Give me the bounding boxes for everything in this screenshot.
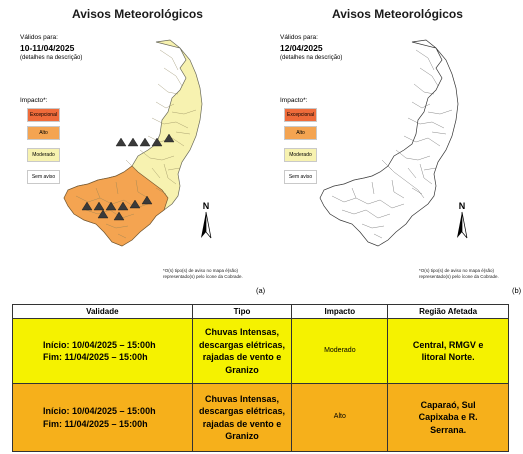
table-row: Início: 10/04/2025 – 15:00h Fim: 11/04/2…: [12, 318, 509, 384]
legend-moderado: Moderado: [284, 148, 317, 162]
valid-label: Válidos para:: [280, 34, 318, 41]
legend-excepcional: Excepcional: [284, 108, 317, 122]
header-impacto: Impacto: [291, 304, 389, 319]
panel-title: Avisos Meteorológicos: [332, 7, 463, 21]
north-arrow-icon: N: [201, 201, 212, 239]
table-row: Início: 10/04/2025 – 15:00h Fim: 11/04/2…: [12, 383, 509, 452]
cell-impacto: Alto: [291, 383, 389, 452]
panel-letter: (a): [256, 286, 266, 295]
cell-validade: Início: 10/04/2025 – 15:00h Fim: 11/04/2…: [12, 318, 193, 384]
footnote: *O(s) tipo(s) de aviso no mapa é(são) re…: [419, 268, 499, 279]
cell-validade: Início: 10/04/2025 – 15:00h Fim: 11/04/2…: [12, 383, 193, 452]
cell-tipo: Chuvas Intensas, descargas elétricas, ra…: [191, 383, 293, 452]
impact-legend-title: Impacto*:: [280, 97, 308, 104]
cell-regiao: Caparaó, Sul Capixaba e R. Serrana.: [387, 383, 509, 452]
valid-label: Válidos para:: [20, 34, 58, 41]
map-panel-a: Avisos Meteorológicos Válidos para: 10-1…: [0, 0, 266, 300]
table-header-row: Validade Tipo Impacto Região Afetada: [12, 304, 509, 319]
footnote: *O(s) tipo(s) de aviso no mapa é(são) re…: [163, 268, 243, 279]
details-note: (detalhes na descrição): [20, 55, 83, 61]
header-validade: Validade: [12, 304, 193, 319]
panel-letter: (b): [512, 286, 522, 295]
cell-regiao: Central, RMGV e litoral Norte.: [387, 318, 509, 384]
state-map-b: [319, 39, 459, 247]
details-note: (detalhes na descrição): [280, 55, 343, 61]
legend-alto: Alto: [284, 126, 317, 140]
legend-excepcional: Excepcional: [27, 108, 60, 122]
north-label: N: [203, 201, 210, 211]
legend-alto: Alto: [27, 126, 60, 140]
state-map-a: [63, 39, 203, 247]
legend-moderado: Moderado: [27, 148, 60, 162]
valid-date: 12/04/2025: [280, 43, 323, 53]
valid-date: 10-11/04/2025: [20, 43, 75, 53]
legend-sem-aviso: Sem aviso: [284, 170, 317, 184]
north-label: N: [459, 201, 466, 211]
map-panel-b: Avisos Meteorológicos Válidos para: 12/0…: [262, 0, 523, 300]
cell-tipo: Chuvas Intensas, descargas elétricas, ra…: [191, 318, 293, 384]
header-regiao: Região Afetada: [387, 304, 509, 319]
legend-sem-aviso: Sem aviso: [27, 170, 60, 184]
north-arrow-icon: N: [457, 201, 468, 239]
warnings-table: Validade Tipo Impacto Região Afetada Iní…: [12, 304, 509, 452]
warning-triangle-icon: [81, 133, 175, 221]
impact-legend-title: Impacto*:: [20, 97, 48, 104]
panel-title: Avisos Meteorológicos: [72, 7, 203, 21]
header-tipo: Tipo: [191, 304, 293, 319]
cell-impacto: Moderado: [291, 318, 389, 384]
